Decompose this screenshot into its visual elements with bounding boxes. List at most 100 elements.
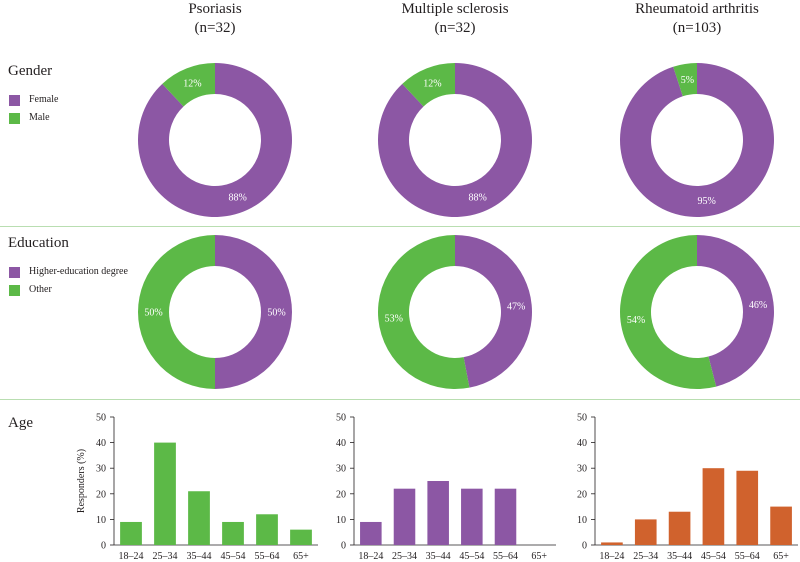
donut-data-label: 5% xyxy=(681,75,694,86)
bar-25–34 xyxy=(154,442,176,545)
x-tick-label: 45–54 xyxy=(221,551,246,562)
x-tick-label: 65+ xyxy=(531,551,547,562)
row-divider-1 xyxy=(0,226,800,227)
bar-55–64 xyxy=(494,488,517,545)
x-tick-label: 25–34 xyxy=(153,551,178,562)
legend-label: Female xyxy=(29,94,59,105)
bar-18–24 xyxy=(360,521,382,545)
bar-35–44 xyxy=(427,481,449,545)
y-tick-label: 50 xyxy=(577,413,587,424)
legend-label: Other xyxy=(29,284,52,295)
x-tick-label: 65+ xyxy=(773,551,789,562)
column-n: (n=32) xyxy=(434,20,476,36)
x-tick-label: 35–44 xyxy=(426,551,451,562)
y-tick-label: 40 xyxy=(577,438,587,449)
y-tick-label: 50 xyxy=(96,413,106,424)
y-tick-label: 0 xyxy=(341,541,346,552)
bar-65+ xyxy=(770,506,792,545)
donut-chart-2: 95% 5% xyxy=(620,63,775,217)
legend-item-higher-education: Higher-education degree xyxy=(9,266,128,278)
legend-label: Higher-education degree xyxy=(29,266,128,277)
donut-slice-other xyxy=(619,235,717,390)
legend-label: Male xyxy=(29,112,50,123)
x-tick-label: 55–64 xyxy=(735,551,760,562)
y-tick-label: 0 xyxy=(582,541,587,552)
y-tick-label: 10 xyxy=(96,515,106,526)
column-name: Multiple sclerosis xyxy=(401,1,509,17)
donut-data-label: 88% xyxy=(228,193,246,204)
donut-data-label: 47% xyxy=(507,302,525,313)
bar-45–54 xyxy=(222,521,244,545)
x-tick-label: 18–24 xyxy=(119,551,144,562)
x-tick-label: 18–24 xyxy=(599,551,624,562)
bar-18–24 xyxy=(120,521,142,545)
donut-slice-female xyxy=(378,63,533,217)
bar-25–34 xyxy=(393,488,416,545)
donut-slice-higher-education-degree xyxy=(697,235,774,387)
donut-data-label: 50% xyxy=(267,308,285,319)
donut-data-label: 46% xyxy=(749,300,767,311)
donut-chart-1: 88% 12% xyxy=(378,63,533,217)
bar-55–64 xyxy=(736,470,759,545)
y-tick-label: 20 xyxy=(336,489,346,500)
y-tick-label: 50 xyxy=(336,413,346,424)
x-tick-label: 65+ xyxy=(293,551,309,562)
bar-18–24 xyxy=(601,542,623,545)
x-tick-label: 55–64 xyxy=(255,551,280,562)
column-title-multiple-sclerosis: Multiple sclerosis (n=32) xyxy=(355,0,555,38)
column-name: Rheumatoid arthritis xyxy=(635,1,759,17)
y-tick-label: 20 xyxy=(577,489,587,500)
legend-item-male: Male xyxy=(9,112,50,124)
donut-slice-male xyxy=(162,63,215,107)
donut-slice-other xyxy=(138,235,215,389)
row-divider-2 xyxy=(0,399,800,400)
x-tick-label: 45–54 xyxy=(459,551,484,562)
legend-swatch-male xyxy=(9,112,20,124)
column-name: Psoriasis xyxy=(188,1,242,17)
row-label-gender: Gender xyxy=(8,63,53,79)
legend-swatch-female xyxy=(9,94,20,106)
bar-35–44 xyxy=(668,511,691,545)
column-n: (n=103) xyxy=(672,20,722,36)
x-tick-label: 35–44 xyxy=(187,551,212,562)
row-label-age: Age xyxy=(8,415,33,431)
x-tick-label: 25–34 xyxy=(633,551,658,562)
y-tick-label: 30 xyxy=(96,464,106,475)
legend-item-other: Other xyxy=(9,284,52,296)
bar-chart-1: 0 10 20 30 40 50 18–24 25–34 35–44 45–54 55–64 65+ xyxy=(336,413,556,562)
column-n: (n=32) xyxy=(194,20,236,36)
donut-chart-0: 88% 12% xyxy=(137,63,292,217)
legend-item-female: Female xyxy=(9,94,58,106)
bar-35–44 xyxy=(188,491,210,545)
bar-chart-2: 0 10 20 30 40 50 18–24 25–34 35–44 45–54 55–64 65+ xyxy=(577,413,798,562)
donut-data-label: 54% xyxy=(627,315,645,326)
legend-swatch-other xyxy=(9,284,20,296)
x-tick-label: 45–54 xyxy=(701,551,726,562)
row-label-education: Education xyxy=(8,235,69,251)
y-axis-title: Responders (%) xyxy=(76,449,87,513)
y-tick-label: 40 xyxy=(336,438,346,449)
donut-slice-other xyxy=(377,235,470,390)
x-tick-label: 55–64 xyxy=(493,551,518,562)
y-tick-label: 30 xyxy=(577,464,587,475)
donut-chart-3: 50% 50% xyxy=(138,235,292,389)
y-tick-label: 10 xyxy=(336,515,346,526)
donut-slice-male xyxy=(673,63,697,97)
bar-45–54 xyxy=(702,468,725,545)
donut-slice-higher-education-degree xyxy=(215,235,292,389)
x-tick-label: 18–24 xyxy=(358,551,383,562)
x-tick-label: 25–34 xyxy=(392,551,417,562)
legend-swatch-higher-education xyxy=(9,266,20,278)
donut-data-label: 12% xyxy=(423,78,441,89)
y-tick-label: 30 xyxy=(336,464,346,475)
donut-data-label: 50% xyxy=(144,308,162,319)
bar-45–54 xyxy=(461,488,483,545)
y-tick-label: 20 xyxy=(96,489,106,500)
donut-chart-4: 47% 53% xyxy=(377,235,532,390)
y-tick-label: 40 xyxy=(96,438,106,449)
donut-data-label: 95% xyxy=(697,196,715,207)
donut-slice-female xyxy=(620,63,775,217)
donut-chart-5: 46% 54% xyxy=(619,235,774,390)
donut-slice-female xyxy=(137,63,292,217)
